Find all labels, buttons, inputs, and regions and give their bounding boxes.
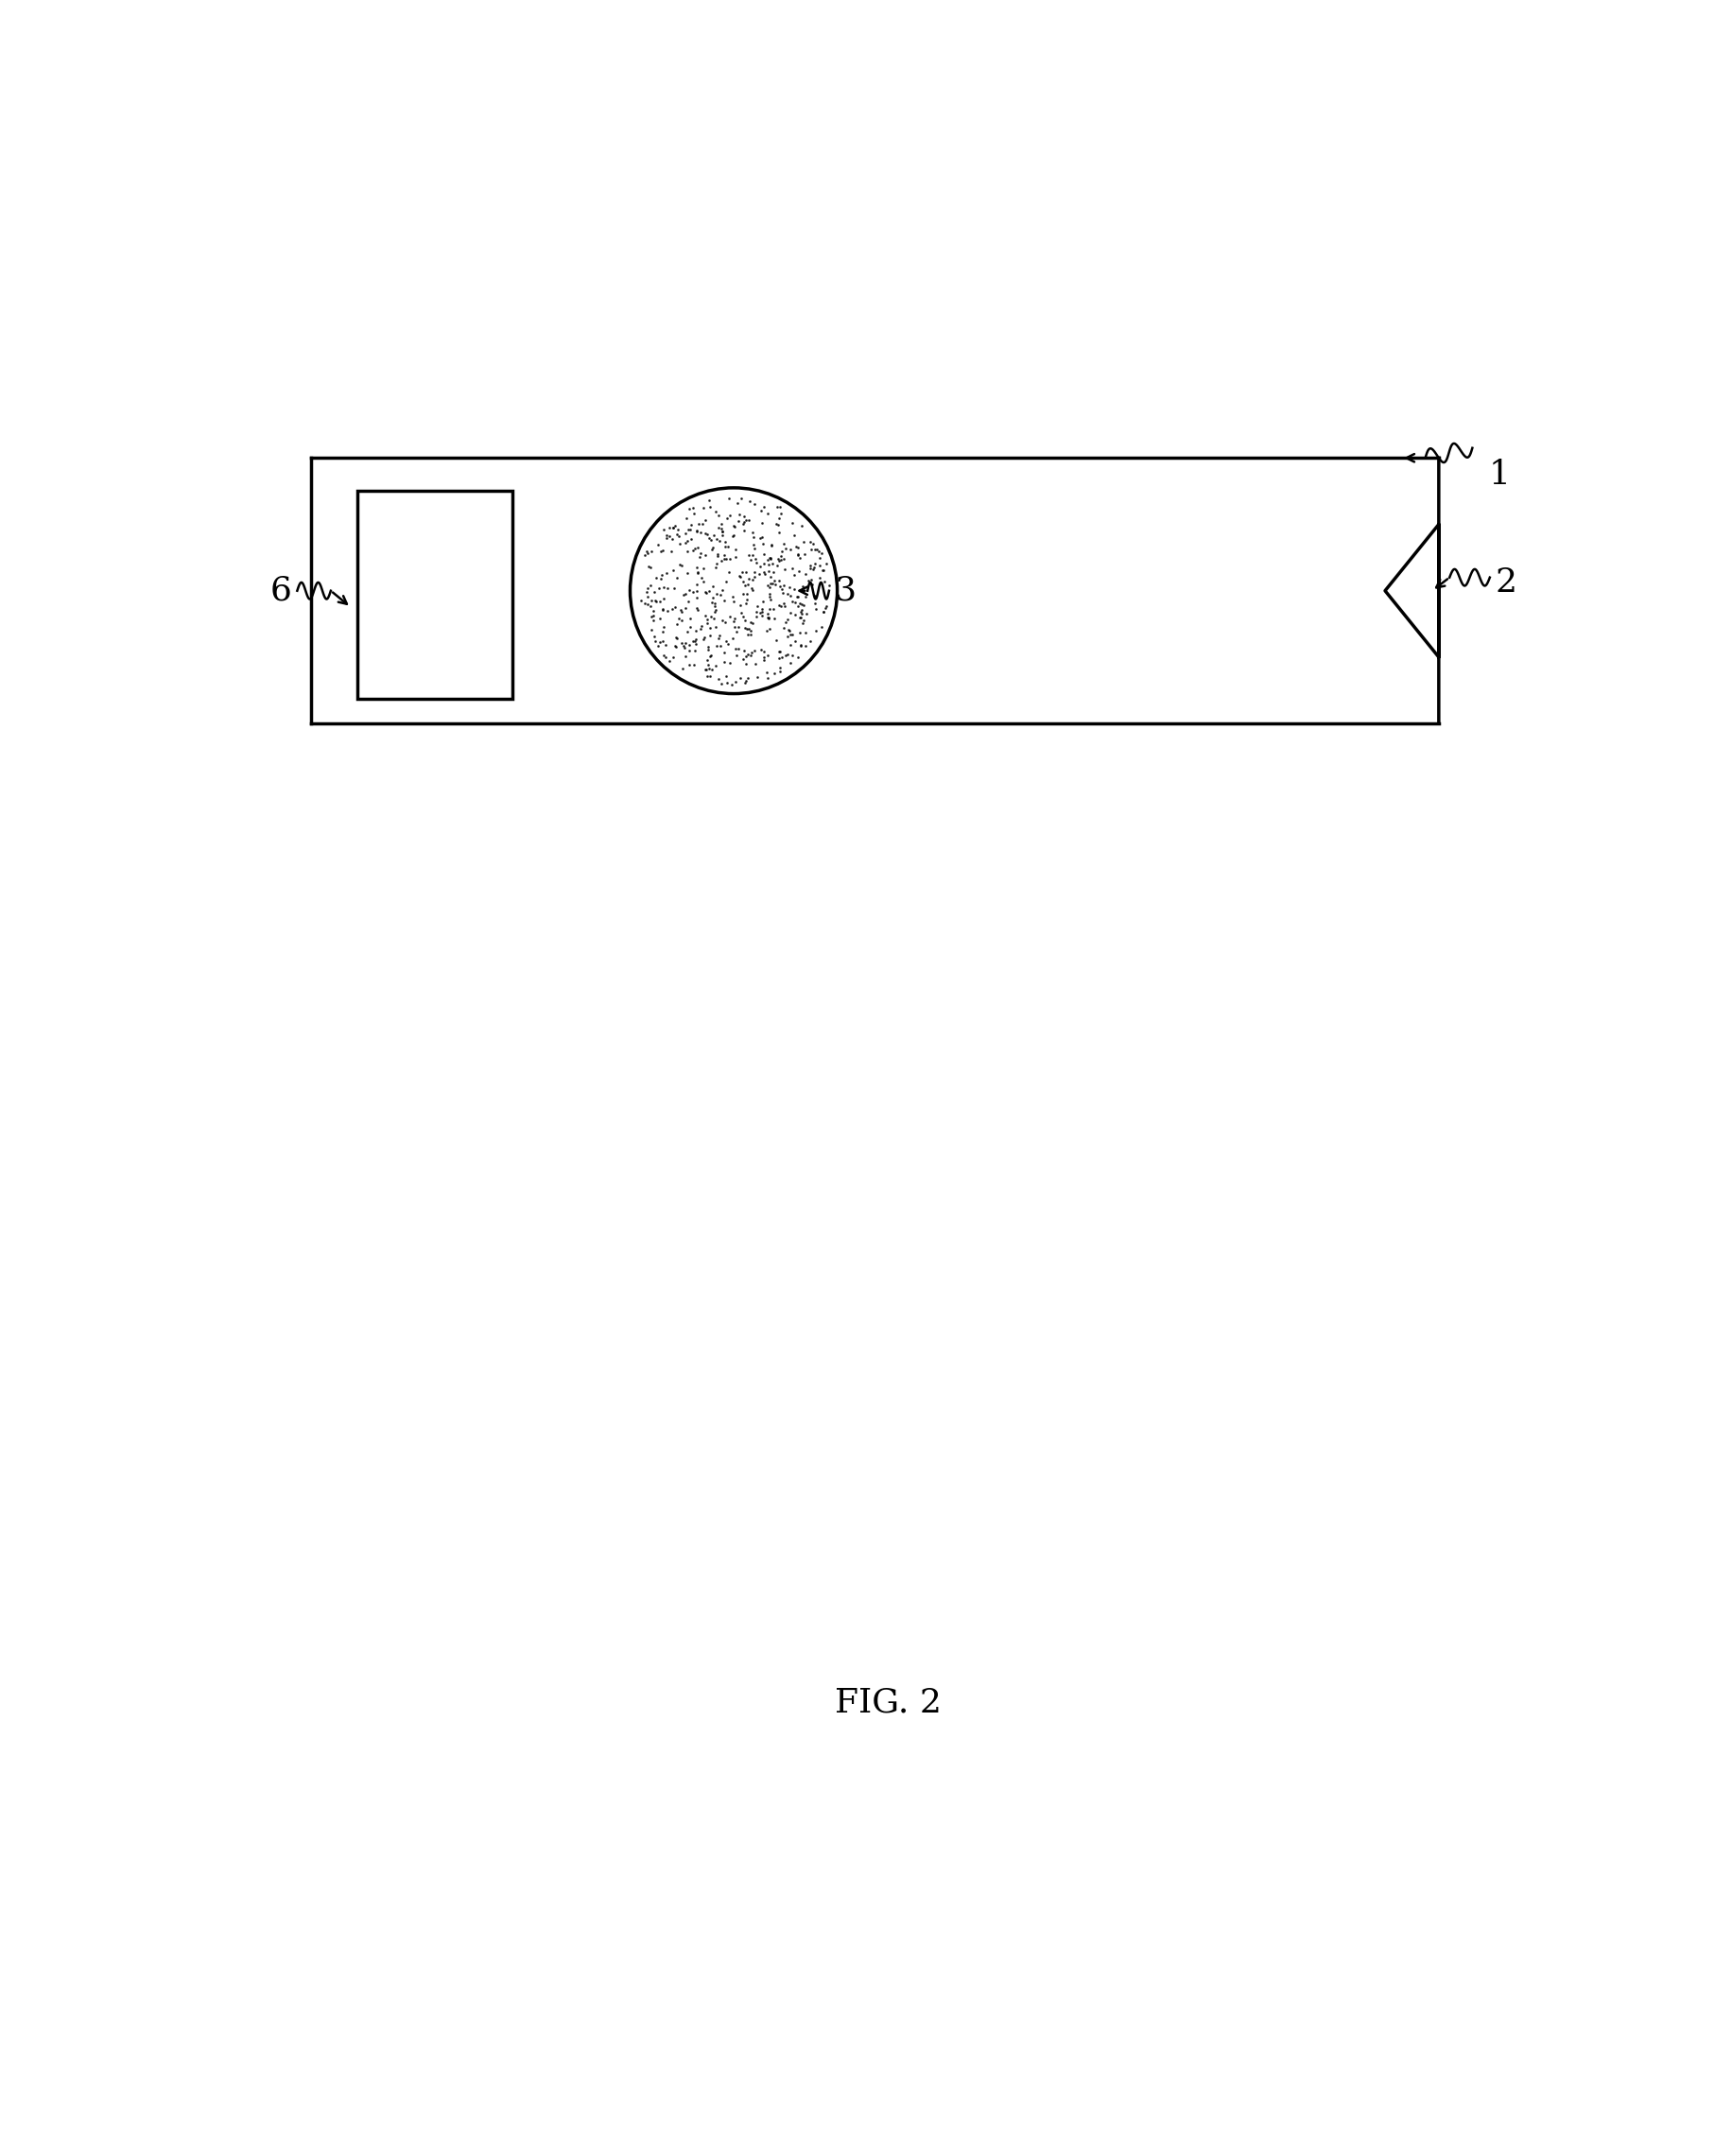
Ellipse shape xyxy=(630,487,837,694)
Text: 1: 1 xyxy=(1488,459,1509,492)
Text: 6: 6 xyxy=(270,576,291,606)
Text: 2: 2 xyxy=(1495,567,1516,599)
Text: 3: 3 xyxy=(833,576,856,606)
Text: FIG. 2: FIG. 2 xyxy=(835,1686,940,1718)
Bar xyxy=(357,492,513,699)
